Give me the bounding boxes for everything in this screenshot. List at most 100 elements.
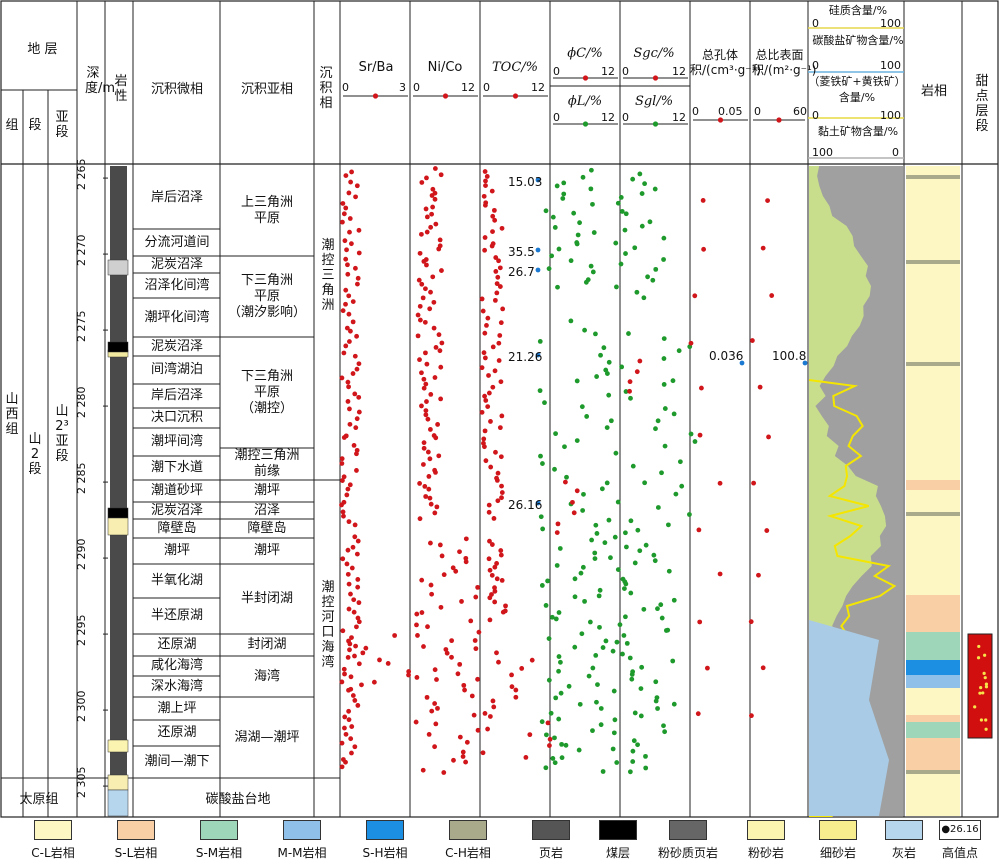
sgl-point <box>662 729 668 735</box>
siderite-min: 0 <box>812 109 819 122</box>
pore-volume-point <box>688 340 694 346</box>
axis-marker <box>652 75 659 81</box>
nico-point <box>433 721 439 727</box>
nico-point <box>424 361 430 367</box>
nico-point <box>435 705 440 711</box>
phil-point <box>600 769 606 774</box>
srba-point <box>356 250 362 256</box>
lithology-bed <box>107 739 129 753</box>
nico-point <box>417 481 423 486</box>
sgc-point <box>628 395 633 401</box>
srba-point <box>355 281 360 287</box>
sgc-point <box>662 406 668 411</box>
srba-point <box>347 229 352 235</box>
phil-point <box>556 716 562 722</box>
sgc-point <box>673 491 679 497</box>
nico-point <box>434 677 439 682</box>
legend-item: 煤层 <box>580 820 656 861</box>
phic-point <box>581 491 586 497</box>
phil-point <box>546 677 552 683</box>
toc-point <box>481 350 487 356</box>
nico-point <box>420 295 426 301</box>
sgc-point <box>615 200 621 206</box>
legend-swatch <box>283 820 321 840</box>
toc-point <box>489 542 495 547</box>
nico-point <box>423 206 429 212</box>
sweet-spot-dot <box>977 644 981 649</box>
srba-point <box>346 606 352 612</box>
legend-swatch <box>366 820 404 840</box>
srba-point <box>354 333 359 339</box>
toc-point <box>495 274 501 280</box>
sgc-point <box>622 227 628 233</box>
phil-point <box>593 522 599 528</box>
c-h-lithofacies-bed <box>906 260 960 264</box>
nico-point <box>461 682 467 688</box>
sgc-point <box>634 289 640 295</box>
srba-point <box>354 451 359 457</box>
phic-header: ϕC/% <box>567 46 603 61</box>
nico-point <box>422 483 428 489</box>
surface-area-point <box>760 245 766 251</box>
srba-point <box>343 759 348 765</box>
nico-point <box>423 350 428 356</box>
sweet-spot-dot <box>984 685 989 689</box>
nico-point <box>438 604 444 610</box>
toc-point <box>499 483 504 489</box>
toc-point <box>487 567 493 573</box>
sgc-point <box>637 358 643 364</box>
sgl-point <box>632 560 638 566</box>
siliceous-header: 硅质含量/% <box>828 4 888 17</box>
nico-point <box>419 403 424 409</box>
nico-point <box>428 582 434 588</box>
toc-point <box>482 247 488 253</box>
toc-point <box>484 322 489 328</box>
nico-point <box>424 399 429 404</box>
phil-point <box>603 638 609 644</box>
legend: C-L岩相 S-L岩相 S-M岩相 M-M岩相 S-H岩相 C-H岩相 页岩 煤层 粉砂质页岩 粉… <box>0 820 1000 866</box>
srba-point <box>345 547 351 553</box>
group-header: 组 <box>5 118 19 133</box>
srba-point <box>339 375 345 381</box>
phil-point <box>576 747 582 753</box>
lithofacies-bed <box>906 515 960 595</box>
phil-point <box>559 741 565 747</box>
sgl-point <box>610 746 616 752</box>
sgl-point <box>612 717 618 723</box>
lithology-header: 岩性 <box>114 74 128 104</box>
c-h-lithofacies-bed <box>906 770 960 774</box>
srba-point <box>406 669 412 674</box>
microfacies-label: 泥炭沼泽 <box>150 502 203 518</box>
nico-point <box>476 629 482 635</box>
srba-point <box>346 384 351 390</box>
subfacies-label: 半封闭湖 <box>240 591 293 606</box>
pore-volume-point <box>717 480 723 486</box>
phil-point <box>580 564 586 570</box>
srba-point <box>348 328 353 334</box>
nico-point <box>423 412 429 418</box>
srba-point <box>344 325 350 331</box>
sweet-spot-dot <box>983 676 987 680</box>
srba-point <box>342 725 347 731</box>
phil-point <box>556 668 561 674</box>
sgl-point <box>612 534 618 540</box>
phic-point <box>538 514 544 520</box>
phil-point <box>556 610 562 615</box>
sweet-spot-dot <box>976 656 981 660</box>
legend-label: 页岩 <box>538 846 563 860</box>
sweet-spot-dot <box>979 686 983 690</box>
srba-point <box>356 619 362 625</box>
carbonate-area <box>809 620 889 816</box>
pore-max: 0.05 <box>718 105 743 118</box>
pore-volume-point <box>717 571 723 577</box>
nico-point <box>429 193 435 198</box>
high-value-point <box>802 360 808 366</box>
sgl-point <box>624 544 629 550</box>
toc-max: 12 <box>531 81 545 94</box>
sgc-point <box>641 295 647 301</box>
srba-point <box>356 394 362 400</box>
axis-marker <box>717 117 724 123</box>
nico-point <box>421 376 427 382</box>
sgl-point <box>655 606 660 612</box>
srba-point <box>343 256 349 262</box>
